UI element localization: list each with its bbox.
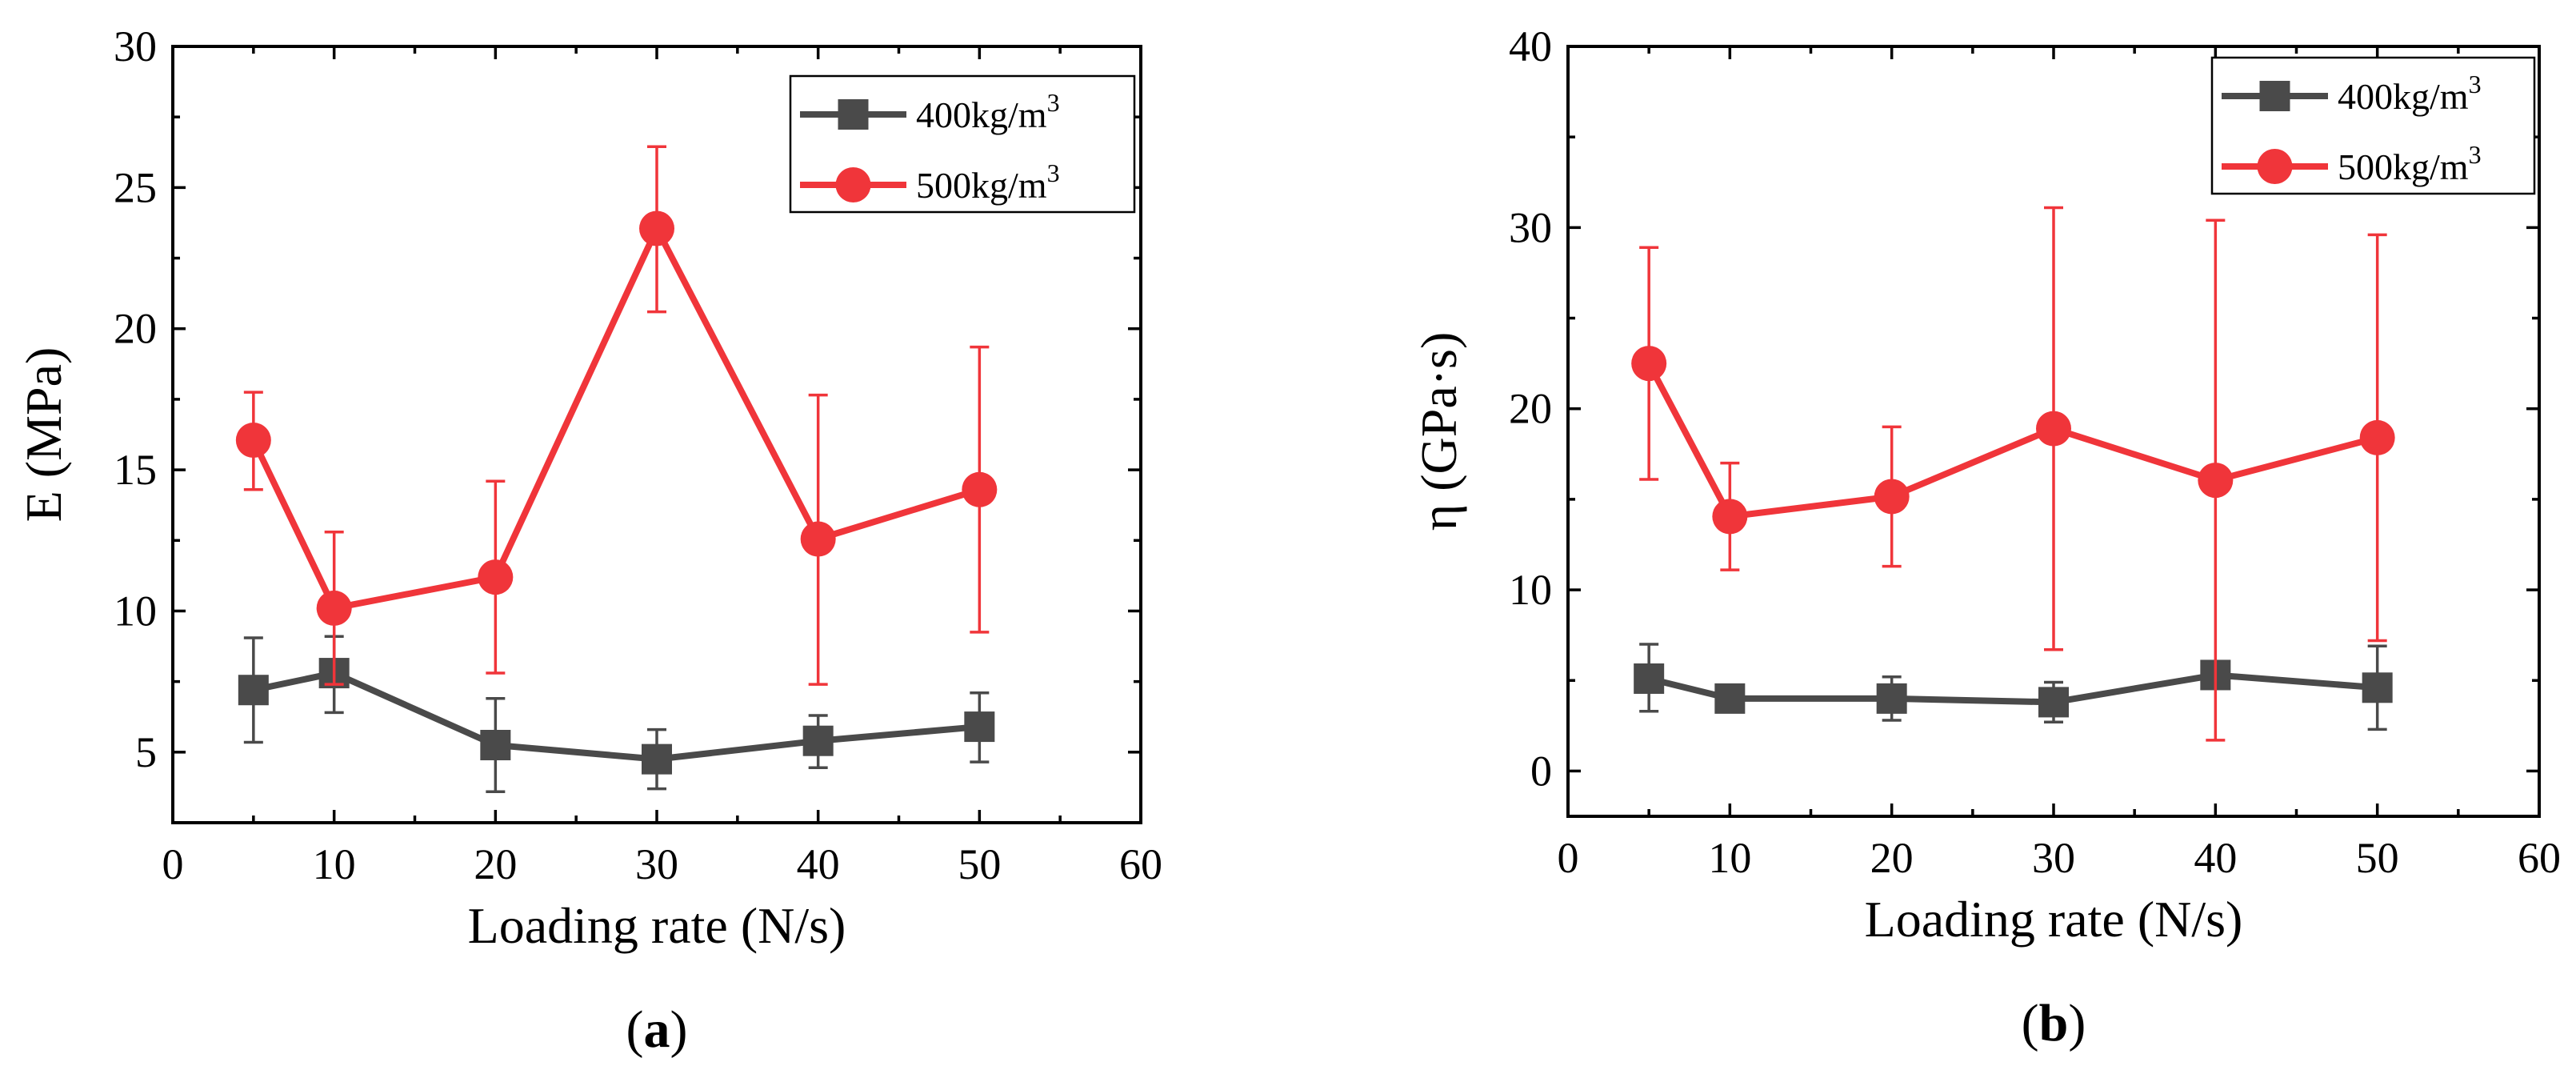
data-point: [1876, 683, 1907, 714]
x-tick-label: 10: [313, 840, 356, 888]
panel-label-open: (: [626, 1000, 644, 1059]
data-point: [478, 559, 514, 595]
y-tick-label: 10: [1509, 566, 1552, 614]
y-tick-label: 15: [114, 446, 157, 494]
legend-item: 400kg/m3: [800, 88, 1060, 135]
chart-b: 0 10 20 30 40 50 60 0 10 20 30 40 Loading rate (N/s)…: [1410, 22, 2561, 1052]
x-axis-title: Loading rate (N/s): [1865, 891, 2243, 948]
panel-label-letter: b: [2039, 994, 2069, 1052]
x-tick-label: 50: [2356, 834, 2399, 882]
legend-marker: [2259, 81, 2290, 111]
legend-item: 500kg/m3: [800, 158, 1060, 206]
y-tick-label: 20: [114, 305, 157, 353]
legend-label-sup: 3: [1047, 88, 1060, 117]
legend-label-name: 400kg/m: [2338, 76, 2469, 117]
y-tick-label: 30: [1509, 203, 1552, 251]
x-tick-label: 0: [1558, 834, 1579, 882]
x-tick-label: 20: [1870, 834, 1914, 882]
y-tick-label: 40: [1509, 22, 1552, 70]
x-axis-title: Loading rate (N/s): [468, 897, 846, 954]
data-point: [962, 471, 998, 507]
series-line: [253, 670, 980, 763]
data-point: [2036, 411, 2071, 447]
data-point: [2362, 672, 2393, 703]
data-point: [316, 590, 352, 626]
series-line: [1646, 362, 2378, 520]
x-tick-label: 60: [1119, 840, 1162, 888]
data-point: [1712, 499, 1748, 535]
legend-label-sup: 3: [2469, 140, 2482, 169]
series-line: [250, 225, 981, 611]
x-tick-label: 20: [474, 840, 517, 888]
chart-a: 0 10 20 30 40 50 60 5 10 15 20 25 30 Loading rate (N/…: [15, 22, 1162, 1059]
legend-item: 400kg/m3: [2222, 70, 2482, 117]
legend-label: 400kg/m3: [2338, 70, 2482, 117]
x-tick-label: 10: [1708, 834, 1751, 882]
legend-marker: [835, 167, 871, 202]
y-tick-label: 30: [114, 22, 157, 70]
series-400: [238, 635, 995, 793]
series-500: [235, 145, 998, 686]
panel-label: (a): [626, 1000, 688, 1059]
series-400: [1634, 643, 2393, 731]
panel-label-open: (: [2022, 994, 2039, 1052]
data-point: [639, 210, 674, 246]
data-point: [1874, 479, 1910, 515]
data-point: [238, 675, 269, 706]
series-line: [1648, 671, 2378, 706]
data-point: [2359, 419, 2395, 455]
legend-label-name: 500kg/m: [2338, 146, 2469, 187]
data-point: [1631, 346, 1667, 382]
data-point: [800, 521, 836, 557]
data-point: [2198, 463, 2234, 499]
x-tick-label: 40: [797, 840, 840, 888]
panel-label-letter: a: [644, 1000, 670, 1059]
panel-label: (b): [2022, 994, 2086, 1052]
x-tick-label: 0: [162, 840, 184, 888]
x-tick-label: 60: [2518, 834, 2561, 882]
data-point: [2038, 687, 2069, 718]
legend-label-name: 400kg/m: [916, 94, 1047, 135]
data-point: [1714, 683, 1746, 714]
legend-marker: [838, 99, 869, 130]
y-tick-label: 5: [135, 728, 157, 776]
panel-label-close: ): [2068, 994, 2086, 1052]
y-axis-title: E (MPa): [15, 347, 72, 523]
legend-label-sup: 3: [1047, 158, 1060, 187]
x-tick-label: 40: [2194, 834, 2237, 882]
data-point: [964, 711, 995, 743]
series-500: [1631, 206, 2395, 742]
x-tick-label: 50: [958, 840, 1001, 888]
y-tick-label: 0: [1530, 747, 1552, 795]
data-point: [480, 730, 511, 760]
legend-label: 500kg/m3: [916, 158, 1060, 206]
legend-item: 500kg/m3: [2222, 140, 2482, 187]
legend-label-name: 500kg/m: [916, 165, 1047, 206]
legend-marker: [2257, 149, 2293, 184]
x-tick-label: 30: [635, 840, 678, 888]
panel-label-close: ): [670, 1000, 688, 1059]
y-axis-title: η (GPa·s): [1410, 332, 1467, 531]
y-tick-label: 20: [1509, 385, 1552, 433]
data-point: [642, 743, 672, 775]
y-tick-label: 25: [114, 163, 157, 211]
data-point: [1634, 663, 1665, 694]
legend-label: 500kg/m3: [2338, 140, 2482, 187]
x-tick-label: 30: [2032, 834, 2075, 882]
data-point: [802, 725, 834, 756]
legend-label: 400kg/m3: [916, 88, 1060, 135]
data-point: [235, 423, 271, 459]
legend-label-sup: 3: [2469, 70, 2482, 98]
y-tick-label: 10: [114, 587, 157, 635]
